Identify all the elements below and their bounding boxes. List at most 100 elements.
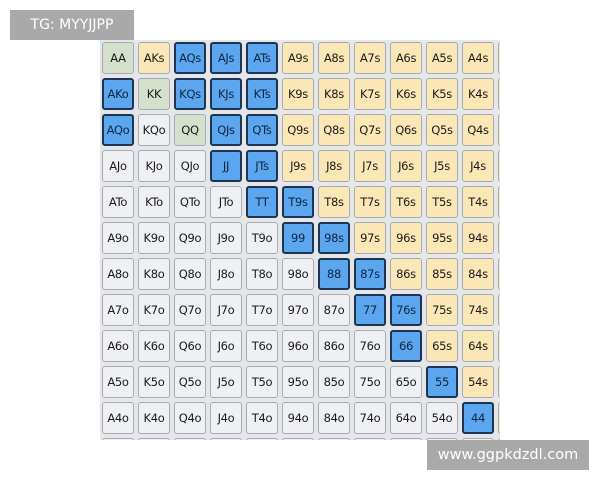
hand-cell-partial[interactable] <box>246 438 278 440</box>
hand-cell-aqs[interactable]: AQs <box>174 42 206 74</box>
hand-cell-kk[interactable]: KK <box>138 78 170 110</box>
hand-cell-k7o[interactable]: K7o <box>138 294 170 326</box>
hand-cell-a9o[interactable]: A9o <box>102 222 134 254</box>
hand-cell-jto[interactable]: JTo <box>210 186 242 218</box>
hand-cell-ats[interactable]: ATs <box>246 42 278 74</box>
hand-cell-q6s[interactable]: Q6s <box>390 114 422 146</box>
hand-cell-85s[interactable]: 85s <box>426 258 458 290</box>
hand-cell-q6o[interactable]: Q6o <box>174 330 206 362</box>
hand-cell-87s[interactable]: 87s <box>354 258 386 290</box>
hand-cell-partial[interactable] <box>462 438 494 440</box>
hand-cell-qq[interactable]: QQ <box>174 114 206 146</box>
hand-cell-partial[interactable] <box>102 438 134 440</box>
hand-cell-kjo[interactable]: KJo <box>138 150 170 182</box>
hand-cell-k7s[interactable]: K7s <box>354 78 386 110</box>
hand-cell-q5o[interactable]: Q5o <box>174 366 206 398</box>
hand-cell-66[interactable]: 66 <box>390 330 422 362</box>
hand-cell-t9s[interactable]: T9s <box>282 186 314 218</box>
hand-cell-qjs[interactable]: QJs <box>210 114 242 146</box>
hand-cell-k5o[interactable]: K5o <box>138 366 170 398</box>
hand-cell-kts[interactable]: KTs <box>246 78 278 110</box>
hand-cell-k8s[interactable]: K8s <box>318 78 350 110</box>
hand-cell-k4o[interactable]: K4o <box>138 402 170 434</box>
hand-cell-partial[interactable] <box>498 78 500 110</box>
hand-cell-a6o[interactable]: A6o <box>102 330 134 362</box>
hand-cell-j5s[interactable]: J5s <box>426 150 458 182</box>
hand-cell-j8s[interactable]: J8s <box>318 150 350 182</box>
hand-cell-t4s[interactable]: T4s <box>462 186 494 218</box>
hand-cell-j7o[interactable]: J7o <box>210 294 242 326</box>
hand-cell-t4o[interactable]: T4o <box>246 402 278 434</box>
hand-cell-65o[interactable]: 65o <box>390 366 422 398</box>
hand-cell-partial[interactable] <box>498 366 500 398</box>
hand-cell-kqo[interactable]: KQo <box>138 114 170 146</box>
hand-cell-a7s[interactable]: A7s <box>354 42 386 74</box>
hand-cell-partial[interactable] <box>498 258 500 290</box>
hand-cell-a4o[interactable]: A4o <box>102 402 134 434</box>
hand-cell-aqo[interactable]: AQo <box>102 114 134 146</box>
hand-cell-76o[interactable]: 76o <box>354 330 386 362</box>
hand-cell-88[interactable]: 88 <box>318 258 350 290</box>
hand-cell-jj[interactable]: JJ <box>210 150 242 182</box>
hand-cell-k4s[interactable]: K4s <box>462 78 494 110</box>
hand-cell-84s[interactable]: 84s <box>462 258 494 290</box>
hand-cell-t8s[interactable]: T8s <box>318 186 350 218</box>
hand-cell-94s[interactable]: 94s <box>462 222 494 254</box>
hand-cell-partial[interactable] <box>498 438 500 440</box>
hand-cell-75s[interactable]: 75s <box>426 294 458 326</box>
hand-cell-t7s[interactable]: T7s <box>354 186 386 218</box>
hand-cell-95s[interactable]: 95s <box>426 222 458 254</box>
hand-cell-q4o[interactable]: Q4o <box>174 402 206 434</box>
hand-cell-qjo[interactable]: QJo <box>174 150 206 182</box>
hand-cell-partial[interactable] <box>498 294 500 326</box>
hand-cell-j8o[interactable]: J8o <box>210 258 242 290</box>
hand-cell-q9o[interactable]: Q9o <box>174 222 206 254</box>
hand-cell-q7s[interactable]: Q7s <box>354 114 386 146</box>
hand-cell-j9o[interactable]: J9o <box>210 222 242 254</box>
hand-cell-64o[interactable]: 64o <box>390 402 422 434</box>
hand-cell-jts[interactable]: JTs <box>246 150 278 182</box>
hand-cell-95o[interactable]: 95o <box>282 366 314 398</box>
hand-cell-74s[interactable]: 74s <box>462 294 494 326</box>
hand-cell-tt[interactable]: TT <box>246 186 278 218</box>
hand-cell-k6o[interactable]: K6o <box>138 330 170 362</box>
hand-cell-54s[interactable]: 54s <box>462 366 494 398</box>
hand-cell-j5o[interactable]: J5o <box>210 366 242 398</box>
hand-cell-q5s[interactable]: Q5s <box>426 114 458 146</box>
hand-cell-94o[interactable]: 94o <box>282 402 314 434</box>
hand-cell-partial[interactable] <box>354 438 386 440</box>
hand-cell-j4s[interactable]: J4s <box>462 150 494 182</box>
hand-cell-a9s[interactable]: A9s <box>282 42 314 74</box>
hand-cell-j4o[interactable]: J4o <box>210 402 242 434</box>
hand-cell-q9s[interactable]: Q9s <box>282 114 314 146</box>
hand-cell-aks[interactable]: AKs <box>138 42 170 74</box>
hand-cell-77[interactable]: 77 <box>354 294 386 326</box>
hand-cell-54o[interactable]: 54o <box>426 402 458 434</box>
hand-cell-74o[interactable]: 74o <box>354 402 386 434</box>
hand-cell-partial[interactable] <box>498 402 500 434</box>
hand-cell-k9s[interactable]: K9s <box>282 78 314 110</box>
hand-cell-q4s[interactable]: Q4s <box>462 114 494 146</box>
hand-cell-96o[interactable]: 96o <box>282 330 314 362</box>
hand-cell-65s[interactable]: 65s <box>426 330 458 362</box>
hand-cell-partial[interactable] <box>498 42 500 74</box>
hand-cell-partial[interactable] <box>174 438 206 440</box>
hand-cell-k5s[interactable]: K5s <box>426 78 458 110</box>
hand-cell-ako[interactable]: AKo <box>102 78 134 110</box>
hand-cell-partial[interactable] <box>282 438 314 440</box>
hand-cell-t5o[interactable]: T5o <box>246 366 278 398</box>
hand-cell-ato[interactable]: ATo <box>102 186 134 218</box>
hand-cell-84o[interactable]: 84o <box>318 402 350 434</box>
hand-cell-97s[interactable]: 97s <box>354 222 386 254</box>
hand-cell-partial[interactable] <box>498 114 500 146</box>
hand-cell-partial[interactable] <box>498 150 500 182</box>
hand-cell-j7s[interactable]: J7s <box>354 150 386 182</box>
hand-cell-qto[interactable]: QTo <box>174 186 206 218</box>
hand-cell-t7o[interactable]: T7o <box>246 294 278 326</box>
hand-cell-a6s[interactable]: A6s <box>390 42 422 74</box>
hand-cell-t5s[interactable]: T5s <box>426 186 458 218</box>
hand-cell-partial[interactable] <box>426 438 458 440</box>
hand-cell-k9o[interactable]: K9o <box>138 222 170 254</box>
hand-cell-64s[interactable]: 64s <box>462 330 494 362</box>
hand-cell-qts[interactable]: QTs <box>246 114 278 146</box>
